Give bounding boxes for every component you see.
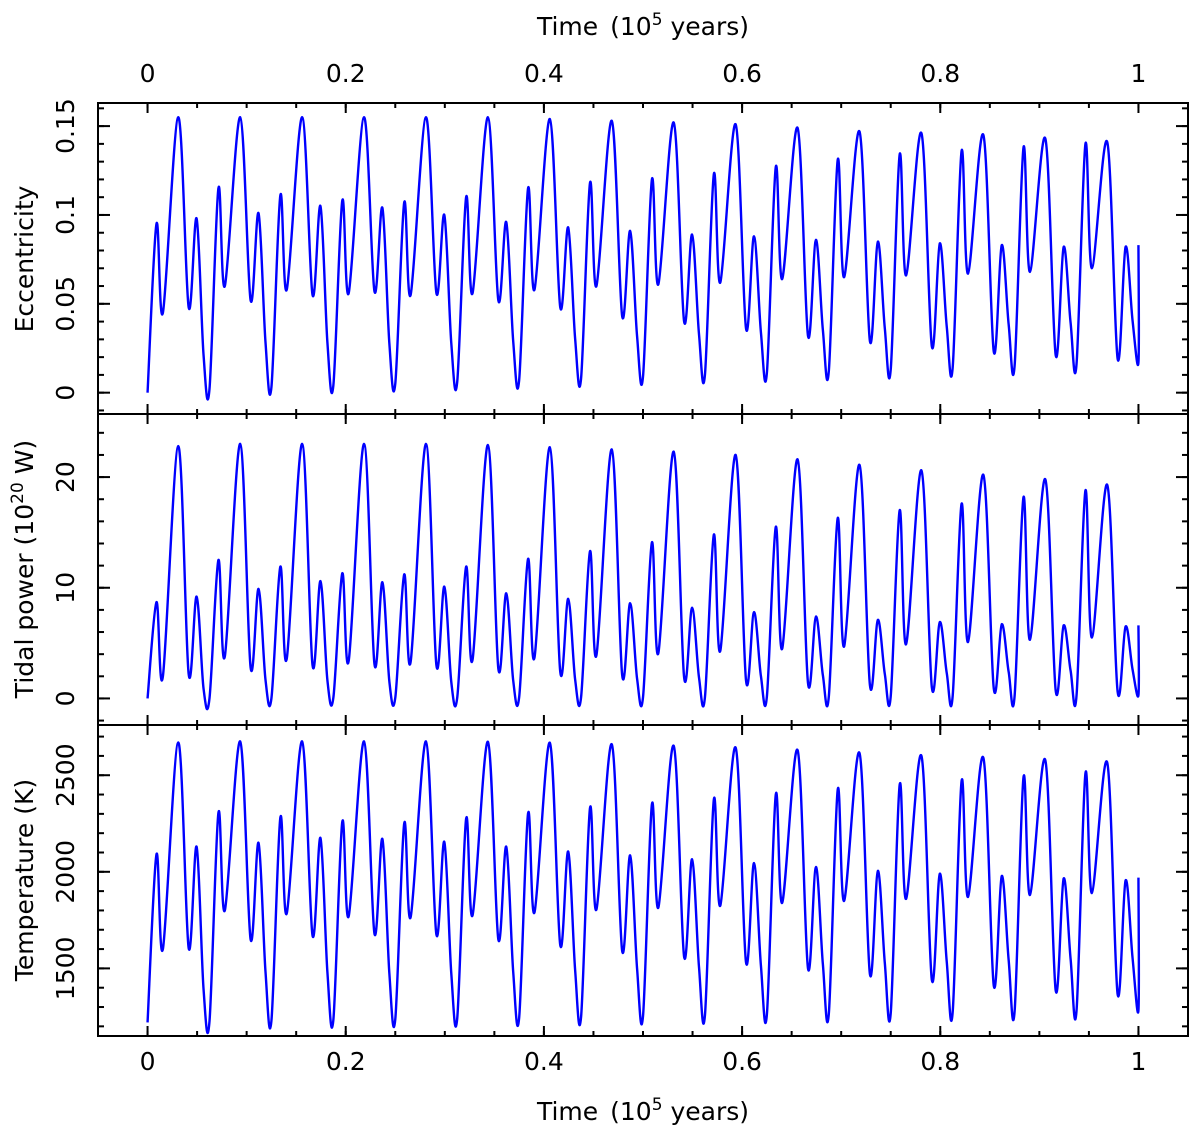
- eccentricity-y-tick-label: 0.15: [51, 98, 80, 154]
- tidal-power-y-tick-label: 0: [51, 690, 80, 706]
- tidal-power-y-axis-title: Tidal power (1020 W): [8, 440, 39, 699]
- top-x-axis-unit-suffix: years): [663, 12, 750, 41]
- bottom-x-axis-unit-exp: 5: [652, 1095, 663, 1115]
- top-x-tick-label: 0.8: [920, 59, 960, 88]
- bottom-x-tick-label: 0.2: [326, 1047, 366, 1076]
- top-x-axis-unit-prefix: (10: [610, 12, 652, 41]
- bottom-x-tick-label: 0: [140, 1047, 156, 1076]
- top-x-tick-label: 1: [1131, 59, 1147, 88]
- temperature-panel: Temperature (K) 1500 2000 2500: [10, 724, 1189, 1037]
- tidal-power-y-axis-exp: 20: [8, 482, 28, 504]
- temperature-y-tick-label: 1500: [51, 937, 80, 1001]
- tidal-power-panel-frame: [97, 413, 1189, 726]
- top-x-axis-unit-exp: 5: [652, 10, 663, 30]
- temperature-y-tick-label: 2000: [51, 840, 80, 904]
- bottom-x-axis-unit-suffix: years): [663, 1097, 750, 1126]
- top-x-axis-title: Time (105 years): [536, 10, 749, 41]
- top-x-tick-label: 0.2: [326, 59, 366, 88]
- tidal-power-y-axis-unit: W): [10, 440, 39, 482]
- top-x-tick-label: 0.6: [722, 59, 762, 88]
- temperature-y-tick-label: 2500: [51, 743, 80, 807]
- bottom-x-axis-unit-prefix: (10: [610, 1097, 652, 1126]
- bottom-x-tick-labels: 0 0.2 0.4 0.6 0.8 1: [140, 1047, 1147, 1076]
- top-x-tick-label: 0.4: [524, 59, 564, 88]
- eccentricity-y-tick-label: 0: [51, 385, 80, 401]
- bottom-x-axis-label: Time: [536, 1097, 598, 1126]
- bottom-x-tick-label: 0.8: [920, 1047, 960, 1076]
- bottom-x-tick-label: 1: [1131, 1047, 1147, 1076]
- eccentricity-y-tick-label: 0.05: [51, 276, 80, 332]
- bottom-x-tick-label: 0.6: [722, 1047, 762, 1076]
- eccentricity-y-axis-title: Eccentricity: [10, 185, 39, 332]
- top-x-tick-labels: 0 0.2 0.4 0.6 0.8 1: [140, 59, 1147, 88]
- tidal-power-y-axis-label: Tidal power (10: [10, 504, 39, 699]
- eccentricity-y-tick-label: 0.1: [51, 195, 80, 235]
- tidal-power-y-tick-label: 20: [51, 461, 80, 493]
- top-x-axis-label: Time: [536, 12, 598, 41]
- top-x-tick-label: 0: [140, 59, 156, 88]
- temperature-y-axis-title: Temperature (K): [10, 779, 39, 982]
- tidal-power-y-tick-label: 10: [51, 572, 80, 604]
- tidal-power-series-line: [146, 442, 1141, 711]
- bottom-x-tick-label: 0.4: [524, 1047, 564, 1076]
- temperature-series-line: [146, 740, 1141, 1035]
- eccentricity-series-line: [146, 116, 1141, 401]
- bottom-x-axis-title: Time (105 years): [536, 1095, 749, 1126]
- eccentricity-panel: Eccentricity 0 0.05 0.1 0.15: [10, 98, 1189, 415]
